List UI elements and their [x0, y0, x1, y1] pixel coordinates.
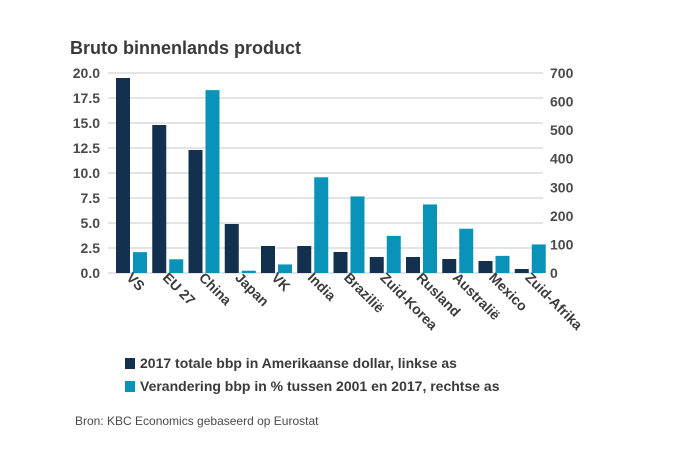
- bar-left-series: [406, 257, 420, 273]
- bar-left-series: [478, 261, 493, 273]
- legend-swatch-left: [125, 357, 135, 369]
- y-right-tick-label: 500: [550, 122, 574, 138]
- axis-ticks: 0.0 2.5 5.0 7.5 10.0 12.5 15.0 17.5 20.0 0 100 200 3…: [73, 65, 574, 281]
- legend-label-left: 2017 totale bbp in Amerikaanse dollar, l…: [140, 355, 457, 371]
- y-left-tick-label: 0.0: [81, 265, 101, 281]
- bar-left-series: [514, 269, 529, 273]
- x-category-label: Japan: [232, 269, 272, 309]
- bar-left-series: [116, 78, 130, 273]
- bar-right-series: [423, 204, 437, 273]
- y-left-tick-label: 10.0: [73, 165, 100, 181]
- bar-right-series: [459, 228, 474, 273]
- bar-left-series: [188, 150, 203, 273]
- bar-right-series: [314, 177, 329, 273]
- bar-left-series: [152, 125, 167, 273]
- y-right-tick-label: 100: [550, 236, 574, 252]
- y-left-tick-label: 15.0: [73, 115, 100, 131]
- x-category-label: EU 27: [160, 269, 199, 308]
- y-left-tick-label: 5.0: [81, 215, 101, 231]
- y-right-tick-label: 400: [550, 151, 574, 167]
- y-right-tick-label: 700: [550, 65, 574, 81]
- bar-left-series: [297, 246, 312, 273]
- bar-right-series: [241, 270, 256, 273]
- y-left-tick-label: 20.0: [73, 65, 100, 81]
- legend-item-right: Verandering bbp in % tussen 2001 en 2017…: [125, 378, 500, 394]
- bar-left-series: [261, 246, 275, 273]
- chart-title: Bruto binnenlands product: [70, 38, 301, 58]
- bar-right-series: [350, 196, 365, 273]
- y-left-tick-label: 7.5: [81, 190, 101, 206]
- bar-right-series: [531, 244, 546, 273]
- y-left-tick-label: 2.5: [81, 240, 101, 256]
- legend-item-left: 2017 totale bbp in Amerikaanse dollar, l…: [125, 355, 457, 371]
- x-category-label: China: [196, 269, 235, 308]
- legend-swatch-right: [125, 380, 135, 392]
- y-left-tick-label: 17.5: [73, 90, 100, 106]
- bar-right-series: [205, 90, 220, 274]
- bar-right-series: [169, 259, 184, 273]
- y-right-tick-label: 200: [550, 208, 574, 224]
- bars: [116, 78, 546, 274]
- y-left-tick-label: 12.5: [73, 140, 100, 156]
- bar-left-series: [442, 259, 457, 273]
- x-category-label: India: [305, 269, 340, 304]
- bar-right-series: [278, 264, 292, 273]
- bar-right-series: [495, 255, 510, 273]
- bar-right-series: [386, 235, 401, 273]
- bar-left-series: [369, 257, 384, 273]
- bar-left-series: [224, 224, 239, 273]
- bar-right-series: [133, 252, 147, 273]
- source-note: Bron: KBC Economics gebaseerd op Eurosta…: [75, 414, 319, 428]
- bar-left-series: [333, 252, 348, 273]
- y-right-tick-label: 0: [550, 265, 558, 281]
- legend-label-right: Verandering bbp in % tussen 2001 en 2017…: [140, 378, 500, 394]
- y-right-tick-label: 300: [550, 179, 574, 195]
- y-right-tick-label: 600: [550, 94, 574, 110]
